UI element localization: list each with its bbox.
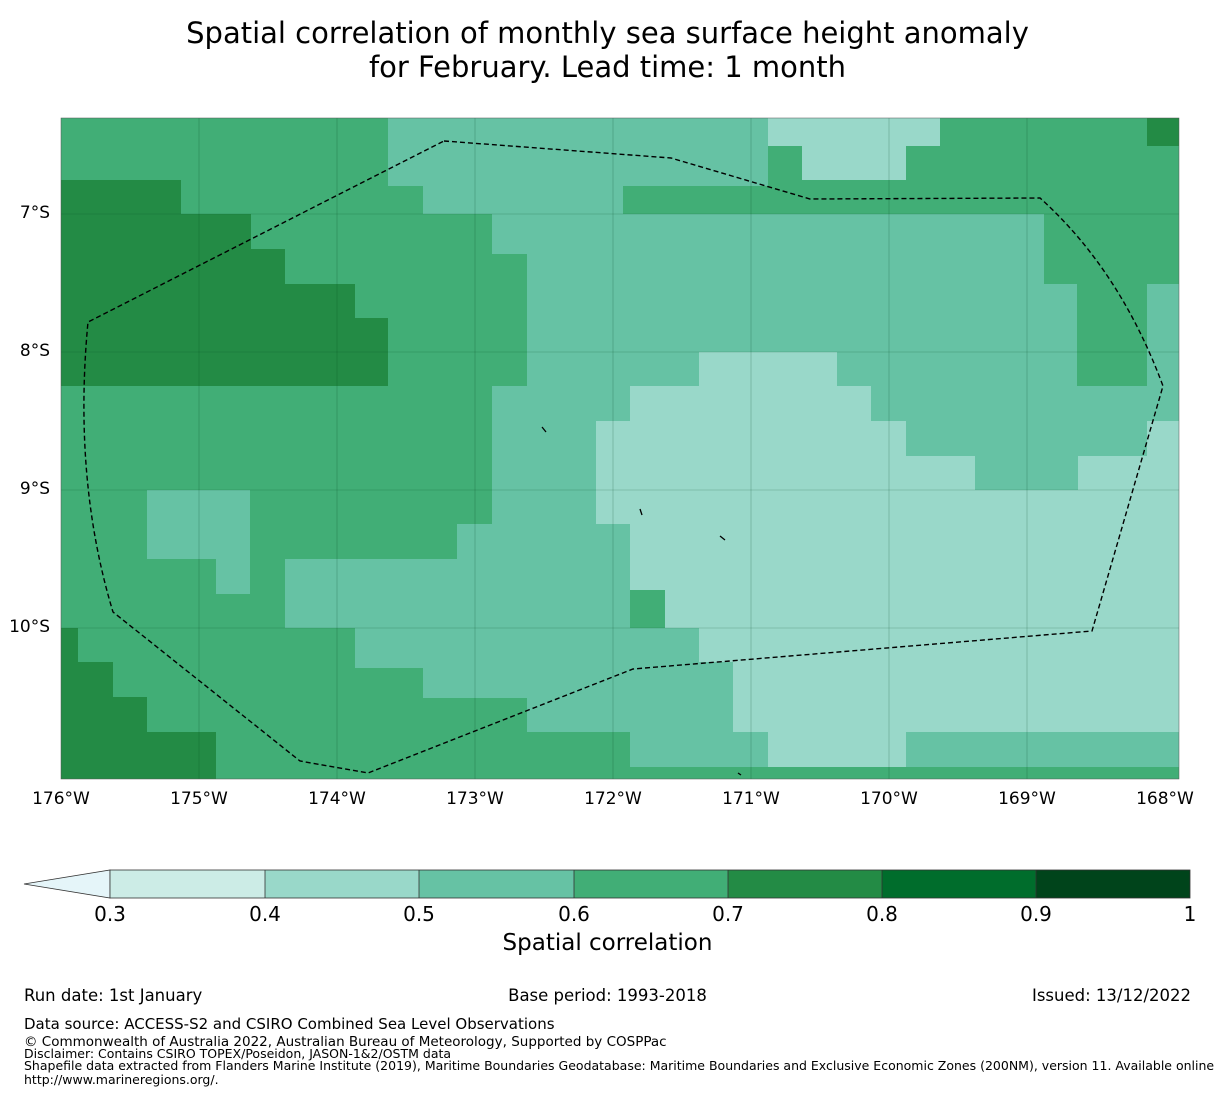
colorbar-dividers: [264, 870, 1037, 898]
correlation-cell: [285, 284, 355, 386]
copyright: © Commonwealth of Australia 2022, Austra…: [24, 1034, 667, 1050]
correlation-cell: [320, 593, 630, 628]
correlation-cell: [61, 628, 78, 663]
correlation-cell: [630, 732, 768, 767]
correlation-cell: [665, 590, 1179, 628]
source-url[interactable]: http://www.marineregions.org/.: [24, 1072, 219, 1087]
correlation-cells: [61, 118, 1179, 779]
lon-label: 172°W: [584, 789, 642, 809]
correlation-cell: [492, 214, 1108, 254]
correlation-cell: [147, 490, 250, 559]
lat-label: 9°S: [19, 479, 50, 499]
colorbar-tick: 0.5: [403, 902, 435, 926]
correlation-cell: [768, 732, 906, 767]
correlation-cell: [1078, 456, 1179, 490]
correlation-cell: [355, 318, 388, 386]
correlation-cell: [596, 490, 630, 524]
colorbar-tick: 0.7: [712, 902, 744, 926]
lon-label: 173°W: [446, 789, 504, 809]
run-date: Run date: 1st January: [24, 986, 203, 1005]
island: [737, 772, 742, 776]
correlation-cell: [61, 214, 251, 386]
correlation-cell: [216, 559, 250, 594]
correlation-cell: [423, 186, 623, 214]
graticule: [61, 118, 1179, 779]
correlation-cell: [630, 386, 871, 421]
colorbar-bin: [110, 870, 265, 898]
lon-label: 174°W: [308, 789, 366, 809]
correlation-cell: [871, 386, 1147, 421]
data-source: Data source: ACCESS-S2 and CSIRO Combine…: [24, 1015, 555, 1033]
lon-label: 169°W: [998, 789, 1056, 809]
disclaimer: Disclaimer: Contains CSIRO TOPEX/Poseido…: [24, 1046, 452, 1061]
colorbar-tick: 0.4: [249, 902, 281, 926]
lon-label: 171°W: [722, 789, 780, 809]
colorbar-bin: [419, 870, 574, 898]
colorbar-tick: 0.9: [1020, 902, 1052, 926]
correlation-cell: [61, 662, 113, 697]
correlation-cell: [527, 249, 1077, 286]
colorbar-tick: 1: [1183, 902, 1197, 926]
lon-label: 176°W: [32, 789, 90, 809]
correlation-cell: [457, 524, 630, 559]
island: [719, 535, 726, 541]
correlation-cell: [975, 456, 1078, 490]
correlation-cell: [906, 732, 1179, 767]
colorbar-bin: [728, 870, 882, 898]
correlation-cell: [1078, 284, 1147, 318]
colorbar-label: Spatial correlation: [502, 930, 713, 956]
correlation-cell: [527, 697, 733, 732]
correlation-cell: [1147, 118, 1179, 146]
correlation-cell: [61, 697, 147, 732]
correlation-cell: [423, 662, 733, 698]
correlation-cell: [768, 118, 940, 146]
island: [639, 508, 643, 516]
colorbar-tick: 0.8: [866, 902, 898, 926]
correlation-cell: [355, 628, 699, 668]
correlation-cell: [699, 352, 837, 387]
colorbar-bin: [1036, 870, 1190, 898]
correlation-cell: [1147, 421, 1179, 456]
chart-title-line-1: Spatial correlation of monthly sea surfa…: [186, 16, 1029, 50]
correlation-cell: [1009, 767, 1113, 779]
correlation-cell: [250, 249, 285, 386]
colorbar-extend-arrow: [23, 869, 111, 899]
lon-label: 175°W: [170, 789, 228, 809]
correlation-cell: [1113, 146, 1179, 214]
correlation-cell: [61, 732, 216, 779]
lon-label: 170°W: [860, 789, 918, 809]
colorbar-tick: 0.6: [558, 902, 590, 926]
chart-title-line-2: for February. Lead time: 1 month: [368, 50, 847, 84]
correlation-cell: [388, 118, 768, 186]
island: [541, 426, 547, 433]
lon-label: 168°W: [1136, 789, 1194, 809]
base-period: Base period: 1993-2018: [508, 986, 707, 1005]
colorbar-tick: 0.3: [94, 902, 126, 926]
correlation-cell: [906, 421, 1147, 456]
islands: [541, 426, 742, 776]
issued-date: Issued: 13/12/2022: [1031, 986, 1191, 1005]
colorbar-frame: [109, 869, 1191, 899]
correlation-cell: [802, 146, 906, 180]
lat-label: 10°S: [9, 617, 50, 637]
lat-label: 8°S: [19, 341, 50, 361]
correlation-cell: [699, 628, 1179, 662]
correlation-cell: [733, 662, 1179, 732]
eez-boundary: [83, 140, 1164, 774]
map-frame: [60, 117, 1180, 780]
colorbar-bin: [265, 870, 419, 898]
shapefile-credit: Shapefile data extracted from Flanders M…: [24, 1058, 1215, 1073]
lat-label: 7°S: [19, 203, 50, 223]
correlation-cell: [1147, 284, 1179, 422]
correlation-cell: [596, 456, 975, 490]
correlation-cell: [630, 490, 1179, 590]
correlation-cell: [596, 421, 906, 456]
colorbar-bin: [882, 870, 1036, 898]
correlation-cell: [1044, 214, 1179, 284]
colorbar-bin: [574, 870, 728, 898]
